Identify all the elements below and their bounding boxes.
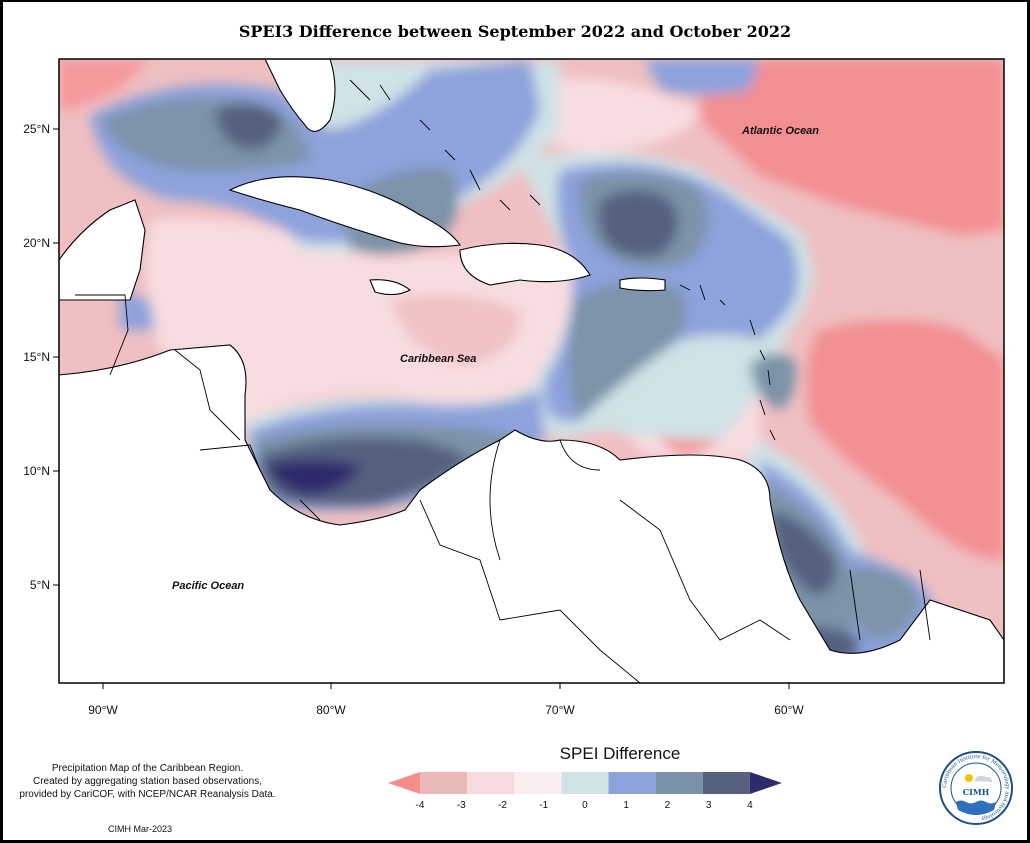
sun-icon (965, 774, 973, 782)
legend-tick-label: 2 (665, 800, 671, 811)
credit-date: CIMH Mar-2023 (108, 824, 173, 834)
spei-field (59, 59, 1004, 683)
country-borders (75, 294, 931, 683)
legend-swatch (514, 772, 562, 794)
legend-arrow-low (388, 772, 420, 794)
credit-line-3: provided by CariCOF, with NCEP/NCAR Rean… (19, 789, 276, 800)
label-atlantic-ocean: Atlantic Ocean (741, 125, 819, 137)
legend-swatch (702, 772, 750, 794)
water-icon (956, 800, 996, 815)
legend-colorbar: -4 -3 -2 -1 0 1 2 3 4 (388, 772, 782, 811)
label-pacific-ocean: Pacific Ocean (172, 580, 244, 592)
legend-swatch (561, 772, 609, 794)
legend-tick-label: -3 (457, 800, 466, 811)
logo-name: CIMH (963, 787, 990, 797)
lon-label-90: 90°W (88, 703, 118, 717)
legend-swatch (655, 772, 703, 794)
legend-tick-label: 3 (706, 800, 712, 811)
legend-tick-label: -1 (539, 800, 548, 811)
lat-label-10: 10°N (23, 464, 50, 478)
lon-label-70: 70°W (545, 703, 575, 717)
legend-tick-label: -2 (498, 800, 507, 811)
lat-label-15: 15°N (23, 350, 50, 364)
land-areas (59, 59, 1004, 683)
cimh-logo: Caribbean Institute for Meteorology and … (939, 751, 1013, 825)
lon-label-80: 80°W (316, 703, 346, 717)
cloud-icon (974, 775, 992, 782)
credit-line-2: Created by aggregating station based obs… (32, 776, 263, 787)
lon-label-60: 60°W (774, 703, 804, 717)
legend-swatch (420, 772, 468, 794)
label-caribbean-sea: Caribbean Sea (400, 353, 476, 365)
lat-label-5: 5°N (30, 578, 50, 592)
credit-text: Precipitation Map of the Caribbean Regio… (10, 762, 285, 801)
islands (349, 79, 776, 441)
map-title: SPEI3 Difference between September 2022 … (238, 22, 792, 41)
lat-label-25: 25°N (23, 122, 50, 136)
lat-axis: 25°N 20°N 15°N 10°N 5°N (23, 122, 59, 592)
legend-arrow-high (749, 772, 782, 794)
legend-tick-label: 4 (747, 800, 753, 811)
map-border (58, 58, 1005, 684)
legend-title: SPEI Difference (559, 744, 681, 763)
legend-swatch (608, 772, 656, 794)
legend-tick-label: 0 (582, 800, 588, 811)
credit-line-1: Precipitation Map of the Caribbean Regio… (51, 763, 244, 774)
legend-tick-label: 1 (623, 800, 629, 811)
legend-swatch (467, 772, 515, 794)
lat-label-20: 20°N (23, 236, 50, 250)
legend-tick-label: -4 (416, 800, 425, 811)
lon-axis: 90°W 80°W 70°W 60°W (88, 683, 804, 717)
